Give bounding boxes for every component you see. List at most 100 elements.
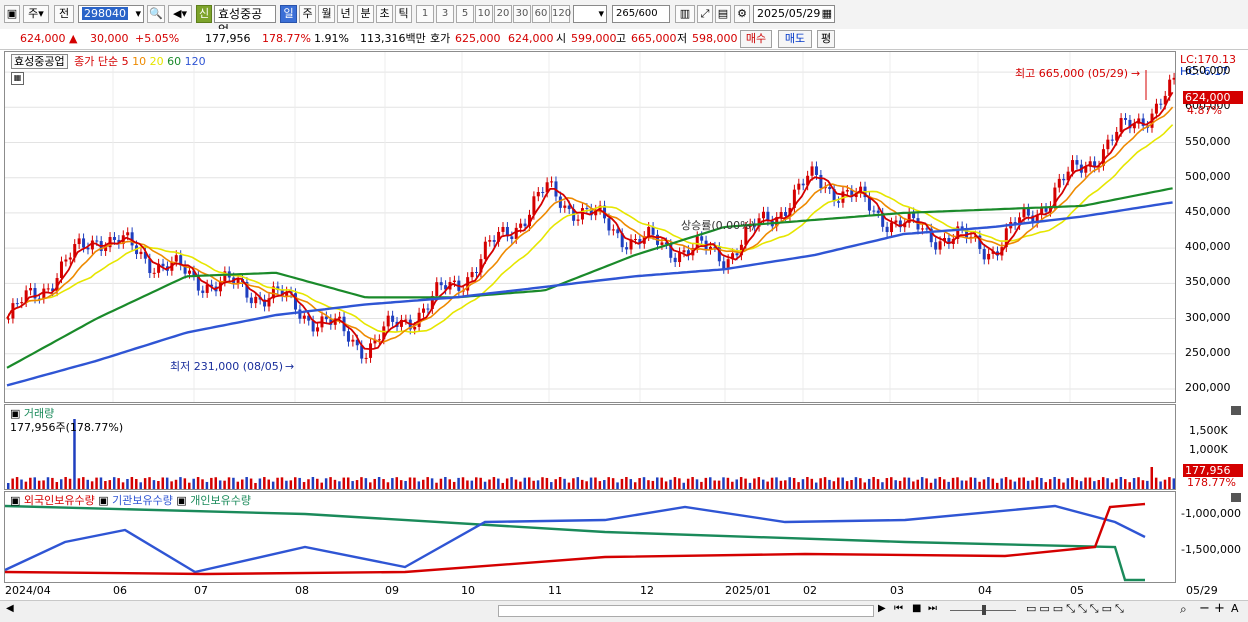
volume-bar: [651, 480, 655, 489]
candle-body: [717, 247, 721, 262]
interval-second[interactable]: 초: [376, 5, 393, 23]
interval-month[interactable]: 월: [318, 5, 335, 23]
candle-body: [492, 240, 496, 242]
price-pane[interactable]: 최고 665,000 (05/29) → 최저 231,000 (08/05) …: [4, 51, 1176, 403]
search-icon[interactable]: 🔍: [147, 5, 165, 23]
num-button-5[interactable]: 5: [456, 5, 474, 23]
zoom-out-icon[interactable]: −: [1199, 601, 1210, 616]
pane-stock-title[interactable]: 효성중공업: [11, 54, 68, 69]
candle-body: [633, 239, 637, 241]
volume-bar: [541, 477, 544, 489]
volume-bar: [42, 480, 45, 489]
buy-button[interactable]: 매수: [740, 30, 772, 48]
interval-year[interactable]: 년: [337, 5, 354, 23]
pane-close-icon[interactable]: [1231, 493, 1241, 502]
volume-bar: [1168, 477, 1171, 489]
num-button-120[interactable]: 120: [551, 5, 571, 23]
volume-bar: [1031, 480, 1034, 489]
scroll-right-icon[interactable]: ▶: [878, 603, 886, 614]
num-button-10[interactable]: 10: [475, 5, 493, 23]
prev-button[interactable]: 전: [54, 5, 74, 23]
zoom-in-icon[interactable]: +: [1214, 601, 1225, 616]
candle-body: [33, 288, 37, 299]
scroll-bar[interactable]: ◀ ▶ ⏮ ■ ⏭ ▭▭▭⤡⤡⤡▭⤡ ⌕ − + A: [0, 600, 1248, 622]
code-dropdown-icon[interactable]: ▾: [135, 7, 141, 20]
volume-pane[interactable]: ▣ 거래량 177,956주(178.77%): [4, 404, 1176, 490]
x-label: 03: [890, 584, 904, 597]
volume-bar: [351, 481, 354, 489]
grid-toggle-icon[interactable]: ▦: [11, 72, 24, 85]
date-field[interactable]: 2025/05/29 ▦: [753, 5, 835, 23]
legend-individual: 개인보유수량: [190, 494, 251, 507]
candle-body: [722, 261, 726, 269]
interval-week[interactable]: 주: [299, 5, 316, 23]
volume-bar: [863, 482, 867, 489]
tool-icons[interactable]: ▭▭▭⤡⤡⤡▭⤡: [1026, 602, 1127, 615]
search-icon[interactable]: ⌕: [1180, 602, 1187, 616]
candle-body: [541, 191, 545, 193]
draw-tool-icon[interactable]: ⤢: [697, 5, 713, 23]
interval-minute[interactable]: 분: [357, 5, 374, 23]
candle-body: [1168, 79, 1172, 96]
ma-120-line: [6, 201, 1173, 387]
volume-bar: [59, 479, 63, 489]
volume-bar: [444, 477, 447, 489]
volume-bar: [1057, 478, 1061, 489]
first-page-icon[interactable]: ⏮: [894, 603, 903, 614]
period-select[interactable]: 주▾: [23, 5, 49, 23]
volume-bar: [532, 480, 535, 489]
eval-button[interactable]: 평: [817, 30, 835, 48]
stop-icon[interactable]: ■: [912, 603, 922, 614]
custom-interval-select[interactable]: ▾: [573, 5, 607, 23]
zoom-slider-handle[interactable]: [982, 605, 986, 615]
volume-bar: [1053, 477, 1056, 489]
low-note: 최저 231,000 (08/05): [170, 360, 283, 373]
num-button-60[interactable]: 60: [532, 5, 550, 23]
new-button[interactable]: 신: [196, 5, 212, 23]
interval-tick[interactable]: 틱: [395, 5, 412, 23]
candle-body: [338, 316, 342, 319]
sound-icon[interactable]: ◀▾: [168, 5, 192, 23]
volume-bar: [572, 478, 575, 489]
candle-body: [90, 240, 94, 250]
volume-bar: [814, 482, 818, 489]
code-input[interactable]: 298040 ▾: [78, 5, 144, 23]
candle-body: [82, 238, 86, 248]
num-button-20[interactable]: 20: [494, 5, 512, 23]
settings-icon[interactable]: ⚙: [734, 5, 750, 23]
code-value: 298040: [82, 7, 128, 20]
volume-bar: [404, 480, 407, 489]
candle-body: [426, 308, 430, 310]
pane-close-icon[interactable]: [1231, 406, 1241, 415]
candle-body: [700, 236, 704, 241]
candle-body: [263, 299, 267, 307]
last-page-icon[interactable]: ⏭: [928, 603, 937, 614]
stock-name-field[interactable]: 효성중공업: [214, 5, 276, 37]
sell-button[interactable]: 매도: [778, 30, 812, 48]
num-button-3[interactable]: 3: [436, 5, 454, 23]
candle-body: [386, 315, 390, 327]
volume-bar: [1084, 477, 1087, 489]
volume-bar: [1066, 478, 1070, 489]
scroll-thumb[interactable]: [498, 605, 874, 617]
count-field[interactable]: 265/600: [612, 5, 670, 23]
candle-body: [1071, 160, 1075, 172]
volume-bar: [55, 482, 59, 489]
candle-body: [589, 208, 593, 216]
calendar-icon[interactable]: ▦: [821, 7, 832, 20]
holding-pane[interactable]: ▣ 외국인보유수량 ▣ 기관보유수량 ▣ 개인보유수량: [4, 491, 1176, 583]
volume-ratio: 178.77%: [262, 32, 311, 45]
window-icon[interactable]: ▣: [4, 5, 20, 23]
num-button-30[interactable]: 30: [513, 5, 531, 23]
current-price-tag: 624,000: [1183, 91, 1243, 104]
font-size-icon[interactable]: A: [1231, 602, 1239, 615]
volume-bar: [1141, 480, 1145, 489]
save-icon[interactable]: ▤: [715, 5, 731, 23]
candle-type-icon[interactable]: ▥: [675, 5, 695, 23]
num-button-1[interactable]: 1: [416, 5, 434, 23]
x-label: 07: [194, 584, 208, 597]
volume-bar: [338, 481, 341, 489]
volume-bar: [1079, 481, 1083, 489]
scroll-left-icon[interactable]: ◀: [6, 603, 14, 614]
interval-day[interactable]: 일: [280, 5, 297, 23]
